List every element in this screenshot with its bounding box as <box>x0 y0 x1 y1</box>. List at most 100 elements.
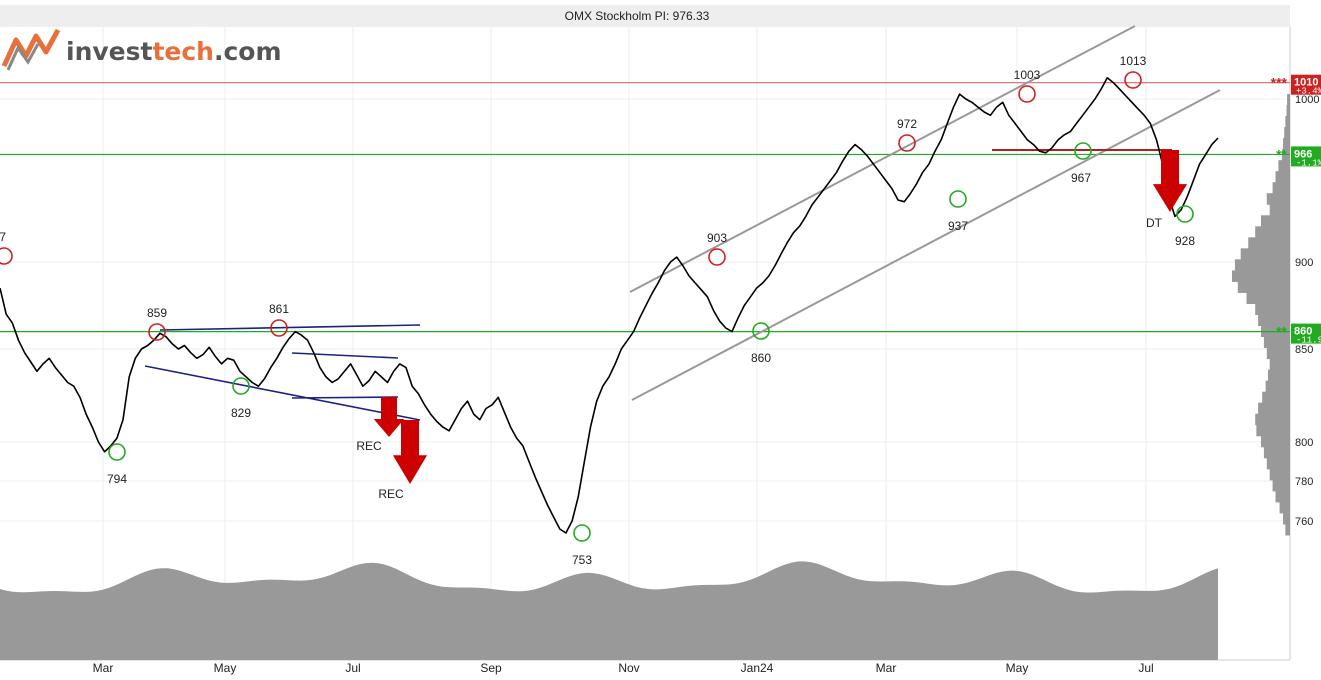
volume-profile-bar <box>1266 457 1290 470</box>
level-badge-value-1: 966 <box>1294 148 1312 160</box>
volume-profile-bar <box>1237 281 1290 293</box>
trend-line-3 <box>144 365 421 421</box>
y-tick-label-2: 800 <box>1295 437 1313 449</box>
signal-label-2: DT <box>1146 216 1163 230</box>
price-line <box>0 77 1219 534</box>
volume-profile-bar <box>1266 347 1290 360</box>
top-label-4: 972 <box>897 117 917 131</box>
x-tick-label-7: May <box>1006 661 1029 675</box>
volume-profile-bar <box>1272 182 1290 194</box>
x-tick-label-5: Jan24 <box>741 661 774 675</box>
volume-profile-bar <box>1256 424 1290 437</box>
volume-profile-bar <box>1232 270 1290 282</box>
volume-profile-bar <box>1262 391 1290 404</box>
level-badge-change-0: +3.4% <box>1296 87 1321 97</box>
x-axis: Mar May Jul Sep Nov Jan24 Mar May Jul <box>93 661 1154 675</box>
top-marker-5 <box>1018 85 1036 103</box>
volume-profile-bar <box>1265 380 1290 393</box>
volume-profile-bar <box>1269 468 1290 481</box>
y-tick-label-1: 780 <box>1295 476 1313 488</box>
volume-profile-bar <box>1255 226 1290 238</box>
volume-profile-bar <box>1275 490 1290 503</box>
x-tick-label-6: Mar <box>876 661 897 675</box>
volume-profile-bar <box>1279 501 1290 514</box>
x-tick-label-4: Nov <box>618 661 639 675</box>
bottom-marker-3 <box>752 322 770 340</box>
bottom-marker-5 <box>1074 142 1092 160</box>
top-label-1: 859 <box>147 306 167 320</box>
title-bar <box>0 5 1290 27</box>
level-badge-2 <box>1291 323 1321 344</box>
signal-label-0: REC <box>356 439 382 453</box>
y-tick-label-3: 850 <box>1295 344 1313 356</box>
logo-text-part1: invest <box>66 37 152 66</box>
trend-line-1 <box>631 89 1221 401</box>
signal-arrows: REC REC DT <box>356 150 1188 501</box>
signal-arrow-icon <box>1152 150 1188 212</box>
trend-line-2 <box>159 324 421 331</box>
volume-profile-bar <box>1248 237 1290 249</box>
bottom-label-3: 860 <box>751 351 771 365</box>
volume-profile-bar <box>1263 336 1290 349</box>
level-badge-value-0: 1010 <box>1294 77 1318 89</box>
x-tick-label-1: May <box>214 661 237 675</box>
volume-profile-bar <box>1266 193 1290 205</box>
horizontal-levels <box>0 82 1290 333</box>
investtech-logo: investtech.com <box>1 28 282 71</box>
top-marker-0 <box>0 247 13 265</box>
volume-shape <box>0 561 1218 660</box>
top-marker-4 <box>898 134 916 152</box>
x-tick-label-0: Mar <box>93 661 114 675</box>
y-tick-label-5: 1000 <box>1295 94 1319 106</box>
signal-arrow-icon <box>373 397 405 437</box>
bottom-label-6: 928 <box>1175 234 1195 248</box>
bottom-marker-1 <box>232 377 250 395</box>
level-badge-0 <box>1291 74 1321 95</box>
volume-profile-bar <box>1234 259 1290 271</box>
volume-profile-bar <box>1284 127 1290 139</box>
level-badge-change-2: -11.9% <box>1296 336 1321 346</box>
volume-profile-bar <box>1269 204 1290 216</box>
volume-profile-bar <box>1283 138 1290 150</box>
level-badges: *** 1010+3.4% ** 966-1.1% ** 860-11.9% <box>1271 74 1321 346</box>
volume-profile-bar <box>1240 248 1290 260</box>
volume-profile-bar <box>1286 105 1290 117</box>
bottom-label-1: 829 <box>231 406 251 420</box>
top-label-2: 861 <box>269 302 289 316</box>
bottom-marker-4 <box>949 190 967 208</box>
volume-profile-bar <box>1261 215 1290 227</box>
volume-profile-bar <box>1267 369 1290 382</box>
level-badge-change-1: -1.1% <box>1296 158 1321 168</box>
svg-text:investtech.com: investtech.com <box>66 37 282 66</box>
price-series <box>0 77 1219 534</box>
y-axis: 760 780 800 850 900 1000 <box>1295 94 1319 528</box>
level-badge-1 <box>1291 146 1321 167</box>
bottom-label-0: 794 <box>107 472 127 486</box>
bottom-marker-2 <box>573 524 591 542</box>
volume-profile-bar <box>1275 171 1290 183</box>
volume-profile-bar <box>1287 94 1290 106</box>
y-tick-label-4: 900 <box>1295 257 1313 269</box>
bottom-marker-0 <box>108 443 126 461</box>
signal-arrow-icon <box>392 420 428 484</box>
bottom-label-2: 753 <box>572 553 592 567</box>
volume-profile <box>1232 94 1290 536</box>
volume-profile-bar <box>1255 413 1290 426</box>
volume-profile-bar <box>1272 479 1290 492</box>
extrema-markers: 887 859 861 903 972 1003 1013 794 829 753 860 937 96… <box>0 54 1195 567</box>
volume-profile-bar <box>1283 512 1290 525</box>
volume-profile-bar <box>1269 358 1290 371</box>
x-tick-label-2: Jul <box>345 661 360 675</box>
top-marker-1 <box>148 323 166 341</box>
top-label-3: 903 <box>707 231 727 245</box>
volume-profile-bar <box>1285 116 1290 128</box>
x-tick-label-3: Sep <box>480 661 502 675</box>
volume-profile-bar <box>1278 160 1290 172</box>
level-stars-1: ** <box>1276 146 1287 162</box>
volume-profile-bar <box>1285 523 1290 536</box>
x-tick-label-8: Jul <box>1138 661 1153 675</box>
top-marker-3 <box>708 248 726 266</box>
y-tick-label-0: 760 <box>1295 516 1313 528</box>
top-marker-6 <box>1124 71 1142 89</box>
